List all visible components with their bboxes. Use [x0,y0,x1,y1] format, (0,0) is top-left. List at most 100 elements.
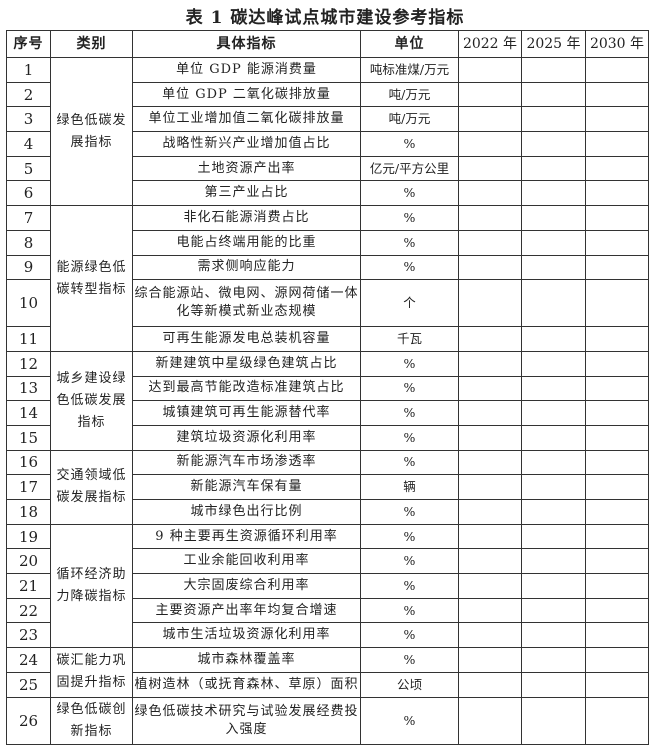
value-2030-cell [585,350,649,377]
value-2030-cell [585,400,649,426]
value-2025-cell [521,229,586,256]
value-2030-cell [585,106,649,133]
value-2030-cell [585,155,649,182]
value-2025-cell [521,523,586,550]
value-2022-cell [458,106,522,133]
unit-cell: % [360,449,459,476]
row-number: 16 [6,449,51,476]
header-unit: 单位 [360,30,459,58]
table-row: 1 绿色低碳发展指标 单位 GDP 能源消费量 吨标准煤/万元 [6,56,649,207]
indicator-cell: 大宗固废综合利用率 [132,573,361,599]
indicator-cell: 非化石能源消费占比 [132,205,361,231]
value-2022-cell [458,350,522,377]
unit-cell: % [360,229,459,256]
value-2030-cell [585,57,649,83]
value-2022-cell [458,180,522,207]
indicator-cell: 9 种主要再生资源循环利用率 [132,523,361,550]
value-2022-cell [458,205,522,231]
indicator-cell: 单位 GDP 二氧化碳排放量 [132,81,361,108]
row-number: 25 [6,671,51,698]
row-number: 7 [6,205,51,231]
row-number: 11 [6,326,51,352]
table-row: 15 建筑垃圾资源化利用率% [6,424,649,451]
value-2025-cell [521,254,586,281]
indicator-cell: 主要资源产出率年均复合增速 [132,597,361,624]
value-2025-cell [521,57,586,83]
value-2022-cell [458,375,522,402]
value-2022-cell [458,597,522,624]
unit-cell: 吨/万元 [360,81,459,108]
table-title: 表 1 碳达峰试点城市建设参考指标 [185,8,465,28]
value-2025-cell [521,205,586,231]
unit-cell: % [360,597,459,624]
row-number: 6 [6,180,51,207]
indicator-cell: 达到最高节能改造标准建筑占比 [132,375,361,402]
table-row: 7 能源绿色低碳转型指标 非化石能源消费占比% [6,205,649,352]
value-2022-cell [458,57,522,83]
value-2025-cell [521,597,586,624]
indicator-cell: 城镇建筑可再生能源替代率 [132,400,361,426]
value-2022-cell [458,647,522,673]
unit-cell: 千瓦 [360,326,459,352]
row-number: 9 [6,254,51,281]
header-2030: 2030 年 [585,30,649,58]
unit-cell: % [360,180,459,207]
header-2022: 2022 年 [458,30,522,58]
value-2025-cell [521,400,586,426]
value-2025-cell [521,449,586,476]
row-number: 12 [6,350,51,377]
indicator-cell: 土地资源产出率 [132,155,361,182]
value-2030-cell [585,647,649,673]
value-2022-cell [458,499,522,525]
category-cell: 能源绿色低碳转型指标 [50,205,133,352]
table-row: 5 土地资源产出率 亿元/平方公里 [6,155,649,182]
indicator-cell: 电能占终端用能的比重 [132,229,361,256]
indicator-cell: 城市生活垃圾资源化利用率 [132,622,361,649]
table-row: 23 城市生活垃圾资源化利用率% [6,622,649,649]
category-cell: 绿色低碳发展指标 [50,56,133,207]
unit-cell: % [360,400,459,426]
indicator-cell: 新建建筑中星级绿色建筑占比 [132,350,361,377]
value-2022-cell [458,279,522,328]
unit-cell: % [360,696,459,745]
category-cell: 碳汇能力巩固提升指标 [50,647,133,698]
indicator-cell: 新能源汽车市场渗透率 [132,449,361,476]
value-2025-cell [521,131,586,157]
value-2030-cell [585,523,649,550]
value-2022-cell [458,548,522,575]
value-2025-cell [521,424,586,451]
value-2022-cell [458,573,522,599]
row-number: 20 [6,548,51,575]
indicator-table: 序号 类别 具体指标 单位 2022 年 2025 年 2030 年 1 绿色低碳… [6,30,649,745]
table-row: 2 单位 GDP 二氧化碳排放量 吨/万元 [6,81,649,108]
header-2025: 2025 年 [521,30,586,58]
indicator-cell: 综合能源站、微电网、源网荷储一体化等新模式新业态规模 [132,279,361,328]
row-number: 18 [6,499,51,525]
unit-cell: % [360,573,459,599]
value-2022-cell [458,449,522,476]
value-2030-cell [585,499,649,525]
value-2025-cell [521,155,586,182]
value-2030-cell [585,449,649,476]
unit-cell: % [360,375,459,402]
indicator-cell: 第三产业占比 [132,180,361,207]
category-cell: 城乡建设绿色低碳发展指标 [50,350,133,451]
row-number: 5 [6,155,51,182]
unit-cell: 亿元/平方公里 [360,155,459,182]
value-2025-cell [521,180,586,207]
row-number: 22 [6,597,51,624]
table-row: 14 城镇建筑可再生能源替代率% [6,400,649,426]
indicator-cell: 植树造林（或抚育森林、草原）面积 [132,671,361,698]
indicator-cell: 新能源汽车保有量 [132,474,361,500]
table-row: 12 城乡建设绿色低碳发展指标 新建建筑中星级绿色建筑占比% [6,350,649,451]
unit-cell: % [360,424,459,451]
table-row: 16 交通领域低碳发展指标 新能源汽车市场渗透率% [6,449,649,525]
unit-cell: % [360,548,459,575]
value-2030-cell [585,180,649,207]
value-2025-cell [521,326,586,352]
unit-cell: % [360,131,459,157]
value-2025-cell [521,573,586,599]
value-2025-cell [521,106,586,133]
row-number: 13 [6,375,51,402]
table-row: 17 新能源汽车保有量辆 [6,474,649,500]
